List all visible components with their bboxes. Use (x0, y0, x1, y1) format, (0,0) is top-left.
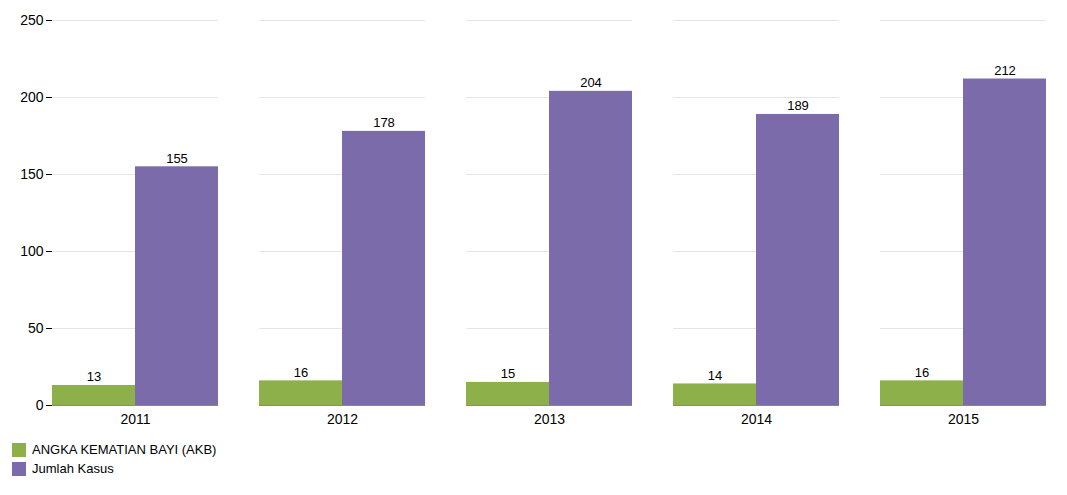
svg-text:15: 15 (501, 366, 515, 381)
svg-text:200: 200 (20, 89, 44, 105)
svg-text:2015: 2015 (948, 411, 979, 427)
svg-text:16: 16 (294, 365, 308, 380)
svg-text:204: 204 (580, 75, 602, 90)
svg-text:189: 189 (787, 98, 809, 113)
svg-text:14: 14 (708, 368, 722, 383)
svg-text:155: 155 (166, 151, 188, 166)
html-text:ANGKA KEMATIAN BAYI (AKB): ANGKA KEMATIAN BAYI (AKB) (32, 442, 217, 457)
html-text:Jumlah Kasus: Jumlah Kasus (32, 461, 114, 476)
svg-text:2012: 2012 (327, 411, 358, 427)
svg-text:178: 178 (373, 115, 395, 130)
svg-text:250: 250 (20, 12, 44, 28)
svg-text:212: 212 (994, 63, 1016, 78)
svg-text:2013: 2013 (534, 411, 565, 427)
svg-text:50: 50 (28, 320, 44, 336)
svg-text:2014: 2014 (741, 411, 772, 427)
svg-text:13: 13 (87, 369, 101, 384)
svg-text:2011: 2011 (120, 411, 150, 427)
svg-text:150: 150 (20, 166, 44, 182)
svg-text:16: 16 (915, 365, 929, 380)
svg-text:100: 100 (20, 243, 44, 259)
svg-text:0: 0 (36, 397, 44, 413)
